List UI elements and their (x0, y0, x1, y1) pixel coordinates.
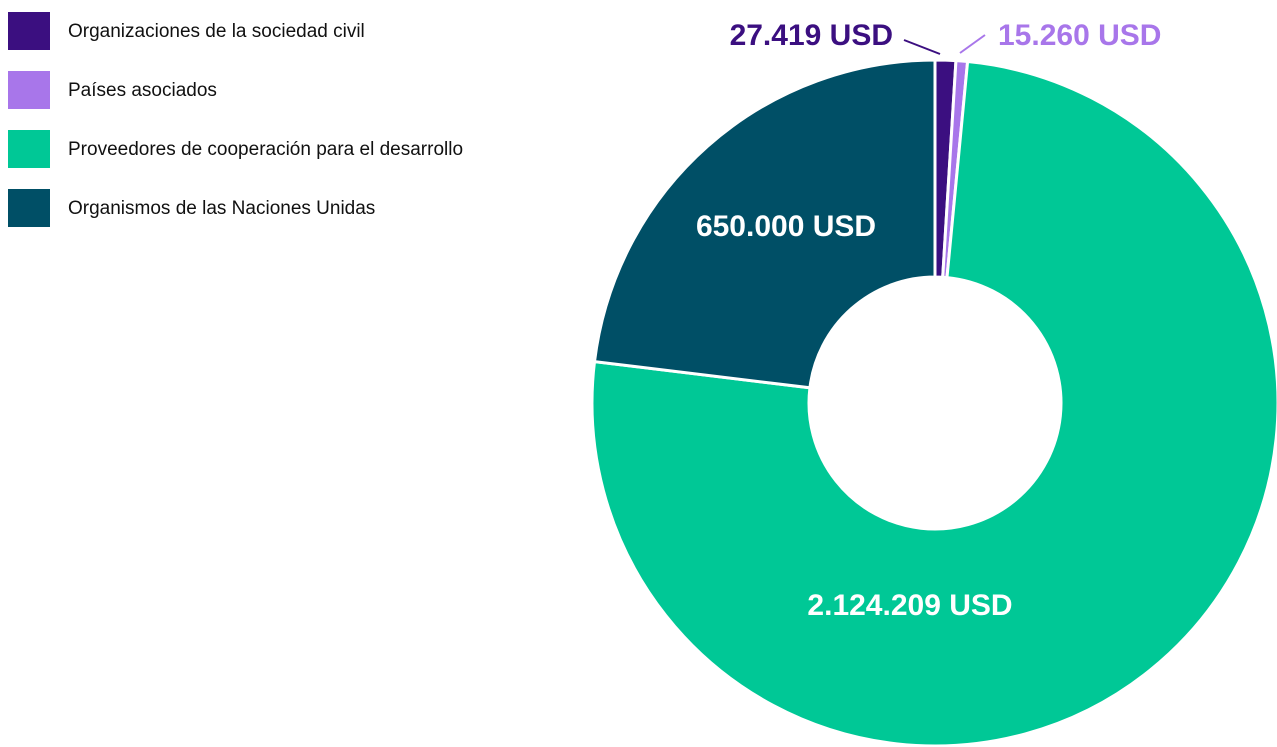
data-label: 15.260 USD (998, 19, 1161, 52)
data-label: 27.419 USD (730, 19, 893, 52)
legend-label: Organismos de las Naciones Unidas (68, 198, 375, 219)
legend-swatch (8, 71, 50, 109)
legend-label: Países asociados (68, 80, 217, 101)
legend-swatch (8, 130, 50, 168)
leader-line (959, 34, 986, 54)
legend-swatch (8, 12, 50, 50)
donut-slice (590, 59, 1277, 747)
legend-label: Organizaciones de la sociedad civil (68, 21, 365, 42)
legend-swatch (8, 189, 50, 227)
legend-label: Proveedores de cooperación para el desar… (68, 139, 463, 160)
data-label: 650.000 USD (696, 210, 876, 243)
donut-slice (592, 58, 937, 390)
leader-line (903, 39, 941, 55)
data-label: 2.124.209 USD (807, 589, 1012, 622)
